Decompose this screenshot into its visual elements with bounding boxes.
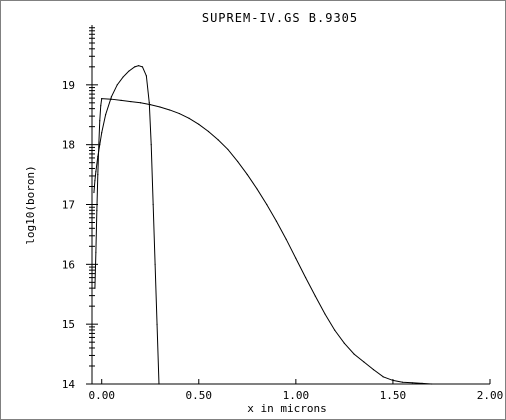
x-tick-label: 0.50 (186, 389, 213, 402)
data-point (256, 188, 258, 190)
data-point (402, 381, 404, 383)
data-point (275, 220, 278, 222)
data-point (99, 120, 101, 122)
data-point (353, 353, 355, 355)
y-tick-label: 18 (62, 139, 75, 152)
data-point (188, 117, 190, 119)
series-line-1 (93, 65, 160, 385)
series-line-2 (94, 98, 432, 385)
data-point (101, 97, 103, 100)
data-point (122, 76, 124, 78)
data-point (134, 66, 136, 68)
data-point (128, 70, 130, 72)
data-point (95, 251, 97, 253)
y-axis-label: log10(boron) (24, 165, 37, 244)
data-point (101, 132, 103, 134)
x-axis-label: x in microns (247, 402, 326, 415)
y-tick-label: 19 (62, 79, 75, 92)
data-point (169, 109, 171, 111)
x-tick-label: 2.00 (477, 389, 504, 402)
data-point (110, 98, 113, 100)
data-point (198, 123, 200, 125)
x-tick-label: 1.00 (283, 389, 310, 402)
data-point (141, 66, 144, 68)
data-point (421, 382, 423, 385)
data-point (150, 144, 152, 146)
data-point (207, 130, 210, 133)
data-point (94, 287, 96, 289)
data-point (217, 139, 219, 141)
data-point (304, 276, 307, 279)
data-point (178, 112, 180, 115)
data-point (93, 191, 95, 194)
data-point (295, 257, 297, 259)
data-point (116, 84, 118, 86)
y-tick-label: 14 (62, 378, 76, 391)
data-point (246, 173, 248, 176)
y-tick-label: 15 (62, 318, 75, 331)
data-point (266, 203, 268, 206)
data-point (97, 173, 99, 176)
data-point (145, 75, 147, 77)
x-tick-label: 1.50 (380, 389, 407, 402)
y-tick-label: 16 (62, 258, 75, 271)
data-point (343, 342, 345, 344)
data-point (99, 144, 101, 146)
data-point (227, 148, 229, 151)
data-point (104, 114, 107, 116)
x-tick-label: 0.00 (88, 389, 115, 402)
data-point (154, 263, 156, 265)
data-point (98, 144, 100, 146)
data-point (411, 382, 413, 384)
data-point (324, 313, 326, 315)
data-point (334, 329, 336, 331)
data-point (431, 383, 433, 385)
data-point (159, 106, 161, 108)
axes: 14 15 16 17 18 19 0.00 0.50 1.00 1.50 2.00 (62, 25, 504, 402)
data-point (156, 323, 158, 325)
data-point (130, 100, 132, 103)
series-layer (93, 65, 433, 385)
data-point (94, 179, 96, 182)
data-point (149, 103, 151, 106)
y-tick-label: 17 (62, 199, 75, 212)
data-point (110, 96, 113, 98)
data-point (382, 376, 384, 378)
data-point (392, 379, 394, 382)
data-point (314, 295, 316, 297)
data-point (96, 209, 98, 212)
data-point (148, 102, 150, 104)
data-point (158, 383, 160, 385)
data-point (137, 65, 140, 67)
data-point (152, 203, 154, 206)
data-point (95, 170, 97, 173)
data-point (139, 102, 142, 104)
chart-title: SUPREM-IV.GS B.9305 (202, 11, 358, 25)
data-point (363, 361, 365, 363)
data-point (372, 369, 375, 371)
data-point (120, 99, 122, 101)
data-point (285, 238, 287, 240)
data-point (100, 105, 102, 107)
data-point (237, 160, 239, 163)
